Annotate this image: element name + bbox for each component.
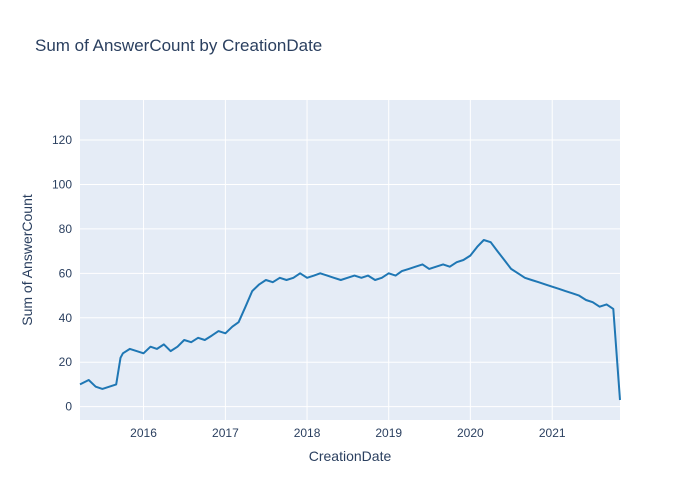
y-tick-label: 120 bbox=[52, 133, 72, 147]
y-tick-label: 80 bbox=[59, 222, 73, 236]
y-tick-label: 100 bbox=[52, 177, 72, 191]
plot-area bbox=[80, 100, 620, 420]
grid-lines bbox=[80, 100, 620, 420]
x-tick-label: 2021 bbox=[539, 426, 566, 440]
chart-title: Sum of AnswerCount by CreationDate bbox=[35, 36, 322, 55]
x-tick-label: 2017 bbox=[212, 426, 239, 440]
x-tick-label: 2019 bbox=[375, 426, 402, 440]
y-tick-label: 20 bbox=[59, 355, 73, 369]
x-tick-label: 2020 bbox=[457, 426, 484, 440]
x-tick-label: 2016 bbox=[130, 426, 157, 440]
y-tick-label: 0 bbox=[65, 400, 72, 414]
y-axis-ticks: 0 20 40 60 80 100 120 bbox=[52, 133, 72, 414]
series-line bbox=[79, 239, 621, 401]
y-tick-label: 60 bbox=[59, 266, 73, 280]
y-tick-label: 40 bbox=[59, 311, 73, 325]
series-layer bbox=[79, 239, 621, 401]
x-axis-title: CreationDate bbox=[309, 448, 392, 464]
x-axis-ticks: 2016 2017 2018 2019 2020 2021 bbox=[130, 426, 566, 440]
x-tick-label: 2018 bbox=[294, 426, 321, 440]
y-axis-title: Sum of AnswerCount bbox=[19, 194, 35, 326]
